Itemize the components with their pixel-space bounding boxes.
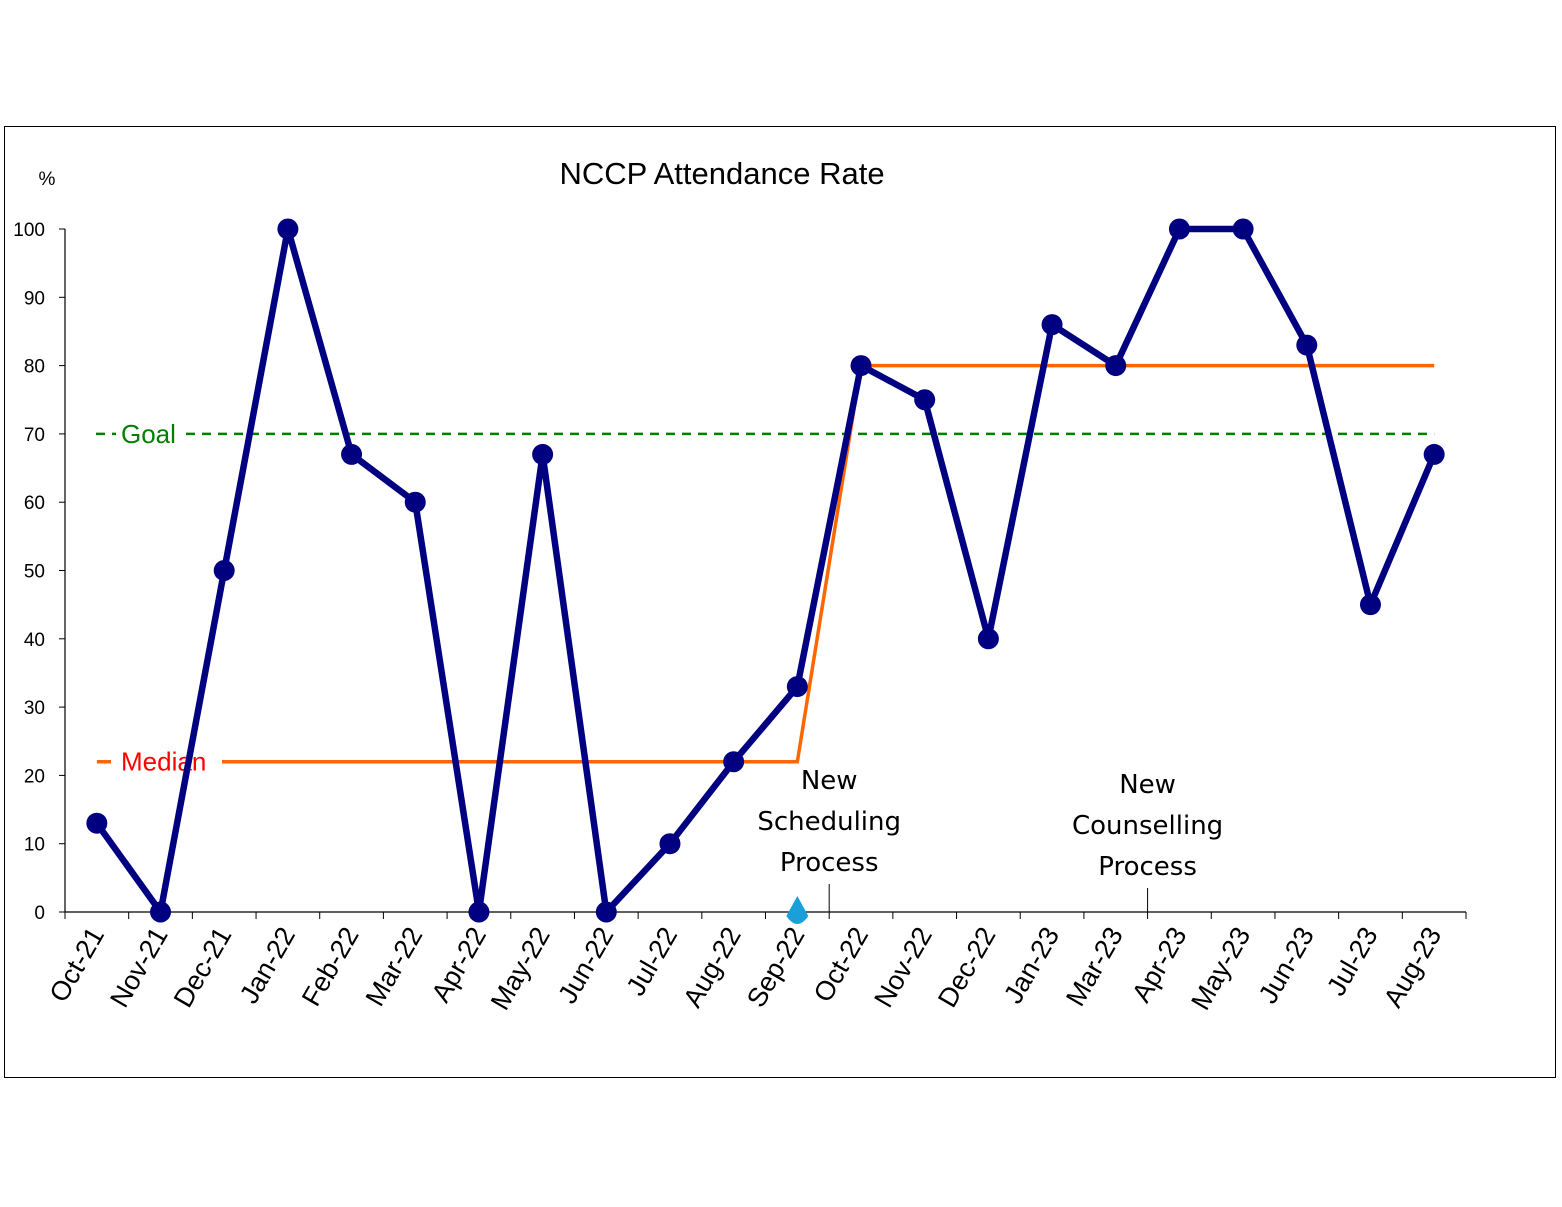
axes: 0 10 20 30 40 50 60 70 80 90 100 Oct-21Nov-21Dec-21… [13, 220, 1467, 1015]
x-tick-label: Nov-22 [868, 922, 938, 1012]
annotation-text: Counselling [1072, 811, 1223, 841]
data-point [277, 218, 299, 240]
x-tick-label: Jan-22 [234, 922, 301, 1009]
x-tick-label: Dec-21 [168, 922, 238, 1012]
y-tick-label: 60 [24, 493, 45, 514]
chart-frame [4, 126, 1556, 1078]
data-point [150, 901, 172, 923]
x-tick-label: Nov-21 [104, 922, 174, 1012]
data-point [341, 443, 363, 465]
x-tick-label: Feb-22 [296, 922, 365, 1011]
x-tick-label: Mar-22 [360, 922, 429, 1011]
x-tick-label: Sep-22 [741, 922, 811, 1012]
x-tick-label: Jul-22 [620, 922, 683, 1001]
data-point [914, 389, 936, 411]
x-tick-label: Jun-22 [552, 922, 619, 1009]
y-tick-label: 0 [34, 903, 45, 924]
x-tick-label: Oct-21 [44, 922, 110, 1007]
data-point [1041, 314, 1063, 336]
x-tick-label: Dec-22 [932, 922, 1002, 1012]
x-tick-label: Jun-23 [1253, 922, 1320, 1009]
x-tick-label: Aug-22 [677, 922, 747, 1012]
data-point [1423, 443, 1445, 465]
y-tick-label: 90 [24, 288, 45, 309]
data-point [659, 833, 681, 855]
data-point [786, 676, 808, 698]
data-point [1296, 334, 1318, 356]
data-point [723, 751, 745, 773]
data-point [404, 491, 426, 513]
annotation-text: New [1119, 770, 1176, 800]
x-tick-label: Apr-22 [426, 922, 493, 1007]
data-point [1105, 355, 1127, 377]
x-tick-label: Mar-23 [1060, 922, 1129, 1011]
data-point [1168, 218, 1190, 240]
x-tick-label: May-22 [485, 922, 556, 1015]
median-line [222, 363, 1435, 764]
data-point [468, 901, 490, 923]
data-point [213, 560, 235, 581]
x-tick-label: Jan-23 [998, 922, 1065, 1009]
y-tick-label: 30 [24, 698, 45, 719]
annotations: New Scheduling Process New Counselling Proces… [757, 766, 1223, 924]
x-tick-label: Jul-23 [1321, 922, 1384, 1001]
data-point [86, 812, 108, 834]
y-tick-label: 100 [13, 220, 45, 241]
annotation-text: Process [780, 848, 879, 878]
triangle-marker-icon [786, 896, 809, 924]
data-point [1359, 594, 1381, 616]
y-axis-unit: % [39, 169, 56, 190]
x-tick-label: Aug-23 [1378, 922, 1448, 1012]
y-tick-label: 80 [24, 357, 45, 378]
annotation-text: Process [1098, 852, 1197, 882]
x-tick-label: Apr-23 [1126, 922, 1193, 1007]
y-tick-label: 70 [24, 425, 45, 446]
data-point [850, 355, 872, 377]
data-point [977, 628, 999, 650]
data-point [1232, 218, 1254, 240]
y-tick-label: 40 [24, 630, 45, 651]
annotation-text: Scheduling [757, 807, 901, 837]
x-tick-label: May-23 [1185, 922, 1256, 1015]
x-tick-label: Oct-22 [808, 922, 874, 1007]
y-tick-label: 50 [24, 562, 45, 583]
chart-title: NCCP Attendance Rate [559, 156, 884, 191]
series [86, 218, 1445, 923]
y-tick-label: 10 [24, 835, 45, 856]
data-point [532, 443, 554, 465]
goal-label: Goal [121, 419, 176, 449]
series-line [94, 225, 1438, 921]
annotation-text: New [801, 766, 858, 796]
data-point [595, 901, 617, 923]
y-tick-label: 20 [24, 766, 45, 787]
